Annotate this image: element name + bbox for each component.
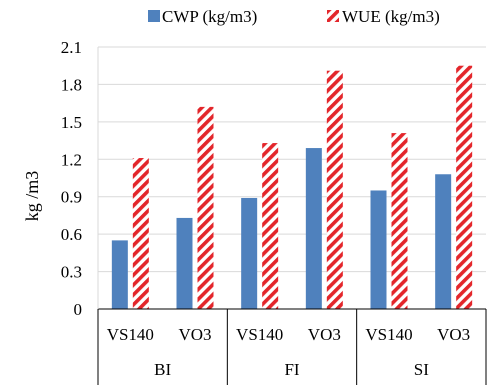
bars bbox=[111, 65, 473, 309]
x-axis-group-labels: BI FI SI bbox=[154, 360, 429, 379]
x-axis-category-labels: VS140 VO3 VS140 VO3 VS140 VO3 bbox=[107, 325, 470, 344]
y-tick-label: 0.6 bbox=[61, 225, 82, 244]
x-category-label: VS140 bbox=[236, 325, 283, 344]
y-tick-label: 1.2 bbox=[61, 150, 82, 169]
legend-swatch-wue bbox=[327, 10, 339, 22]
gridlines bbox=[98, 46, 486, 273]
legend-item-wue: WUE (kg/m3) bbox=[327, 7, 440, 26]
x-axis bbox=[97, 47, 487, 385]
y-axis-ticks: 0 0.3 0.6 0.9 1.2 1.5 1.8 2.1 bbox=[61, 38, 82, 319]
bar-wue-3 bbox=[326, 70, 343, 309]
x-category-label: VO3 bbox=[308, 325, 341, 344]
x-group-label: FI bbox=[284, 360, 299, 379]
legend-label-wue: WUE (kg/m3) bbox=[342, 7, 440, 26]
bar-cwp-1 bbox=[176, 217, 193, 309]
bar-wue-0 bbox=[132, 158, 149, 309]
bar-cwp-5 bbox=[435, 174, 452, 309]
y-axis-label: kg /m3 bbox=[22, 171, 42, 222]
x-category-label: VO3 bbox=[178, 325, 211, 344]
x-group-label: BI bbox=[154, 360, 171, 379]
y-tick-label: 1.5 bbox=[61, 113, 82, 132]
legend-label-cwp: CWP (kg/m3) bbox=[162, 7, 257, 26]
y-tick-label: 2.1 bbox=[61, 38, 82, 57]
bar-cwp-4 bbox=[370, 190, 387, 309]
bar-cwp-2 bbox=[241, 197, 258, 309]
bar-wue-2 bbox=[262, 143, 279, 309]
x-category-label: VS140 bbox=[365, 325, 412, 344]
bar-wue-5 bbox=[456, 65, 473, 309]
bar-cwp-3 bbox=[305, 148, 322, 309]
legend-item-cwp: CWP (kg/m3) bbox=[148, 7, 257, 26]
y-tick-label: 0.9 bbox=[61, 188, 82, 207]
bar-wue-1 bbox=[197, 106, 214, 309]
y-tick-label: 1.8 bbox=[61, 75, 82, 94]
bar-wue-4 bbox=[391, 133, 408, 309]
x-category-label: VS140 bbox=[107, 325, 154, 344]
y-tick-label: 0 bbox=[74, 300, 83, 319]
y-tick-label: 0.3 bbox=[61, 263, 82, 282]
legend: CWP (kg/m3) WUE (kg/m3) bbox=[148, 7, 440, 26]
bar-cwp-0 bbox=[111, 240, 128, 309]
legend-swatch-cwp bbox=[148, 10, 160, 22]
x-group-label: SI bbox=[414, 360, 429, 379]
x-category-label: VO3 bbox=[437, 325, 470, 344]
